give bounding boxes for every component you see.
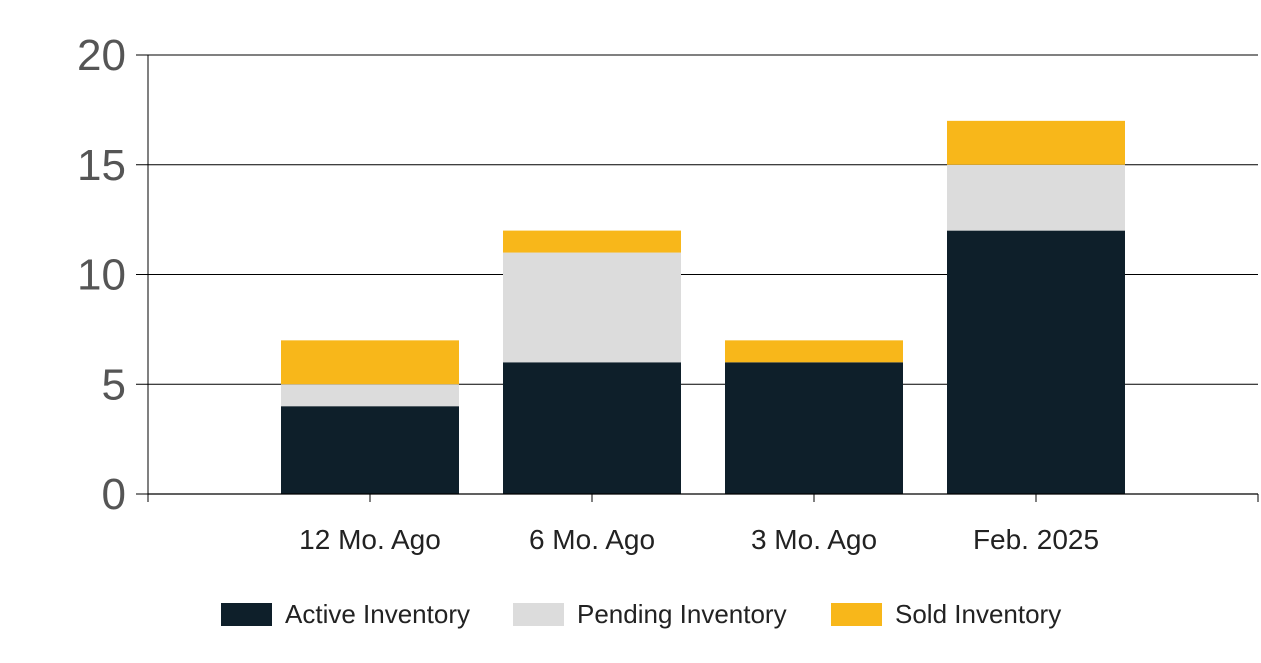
axes: [136, 54, 1259, 502]
x-tick-label: Feb. 2025: [973, 524, 1099, 555]
y-tick-label: 20: [77, 31, 126, 80]
y-tick-label: 5: [102, 360, 126, 409]
x-tick-label: 6 Mo. Ago: [529, 524, 655, 555]
legend-label: Sold Inventory: [895, 599, 1061, 629]
legend-swatch: [513, 603, 564, 626]
legend-item: Sold Inventory: [831, 599, 1061, 629]
bars: [281, 120, 1125, 494]
bar-segment: [725, 340, 903, 363]
bar-segment: [947, 230, 1125, 494]
legend-label: Pending Inventory: [577, 599, 787, 629]
bar-segment: [947, 164, 1125, 231]
x-tick-label: 3 Mo. Ago: [751, 524, 877, 555]
legend-swatch: [221, 603, 272, 626]
legend-label: Active Inventory: [285, 599, 470, 629]
x-tick-labels: 12 Mo. Ago 6 Mo. Ago 3 Mo. Ago Feb. 2025: [299, 524, 1099, 555]
x-tick-label: 12 Mo. Ago: [299, 524, 441, 555]
y-tick-labels: 0 5 10 15 20: [77, 31, 126, 519]
bar-segment: [947, 120, 1125, 165]
legend: Active Inventory Pending Inventory Sold In…: [221, 599, 1061, 629]
bar-segment: [503, 362, 681, 494]
legend-swatch: [831, 603, 882, 626]
bar-segment: [725, 362, 903, 494]
bar-segment: [503, 252, 681, 363]
bar-segment: [281, 406, 459, 494]
bar-segment: [503, 230, 681, 253]
legend-item: Pending Inventory: [513, 599, 787, 629]
bar-segment: [281, 384, 459, 407]
y-tick-label: 15: [77, 141, 126, 190]
bar-segment: [281, 340, 459, 385]
y-tick-label: 10: [77, 251, 126, 300]
legend-item: Active Inventory: [221, 599, 470, 629]
y-tick-label: 0: [102, 470, 126, 519]
